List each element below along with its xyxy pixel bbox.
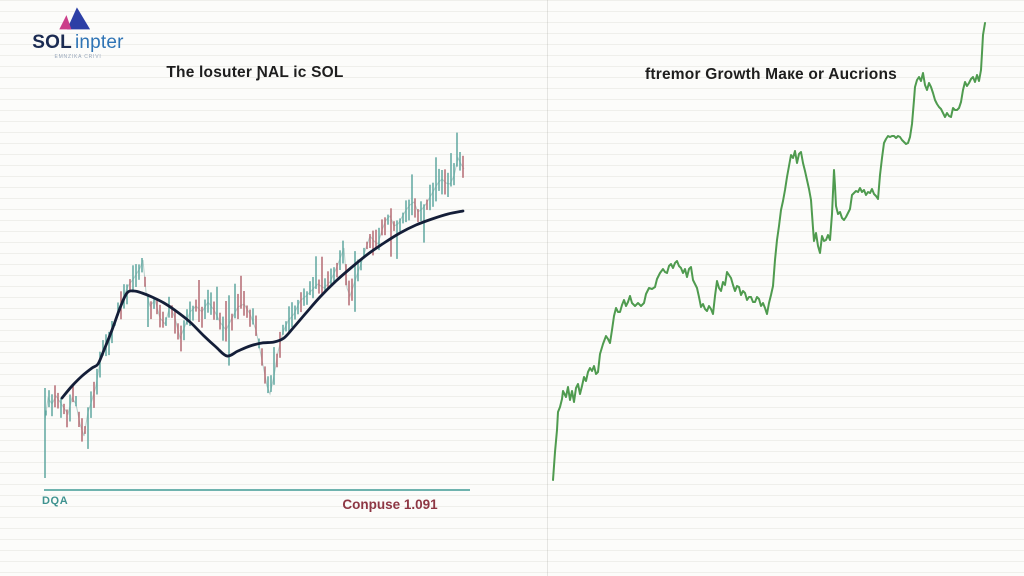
left-price-candles [44,132,464,478]
logo-wordmark: SOL inpter [22,33,134,52]
right-growth-line [552,22,986,481]
left-trend-line [60,209,465,400]
logo-sol-text: SOL [32,32,72,53]
logo-sail-icon [59,7,91,30]
logo: SOL inpter EMNZIKA CRIVI [22,6,134,60]
panel-divider [547,0,548,576]
logo-rest-text: inpter [74,32,124,53]
logo-tagline: EMNZIKA CRIVI [54,54,102,60]
sail-blue-shape [67,7,91,30]
left-price-connector [44,156,465,437]
left-axis-label: DQA [42,495,69,507]
right-chart-title: ftremor Growth Maкe or Aucrions [645,66,897,83]
sail-pink-shape [59,15,72,30]
left-chart-title: The losuter ƝAL ic SOL [166,64,344,81]
left-annotation: Conpuse 1.091 [342,497,438,512]
